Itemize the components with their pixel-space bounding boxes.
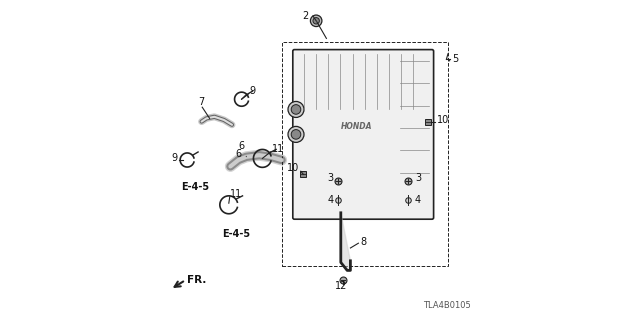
Text: 6: 6 [239,141,246,157]
Text: 4: 4 [415,195,421,205]
Text: 9: 9 [249,86,255,96]
FancyBboxPatch shape [292,50,434,219]
Text: 7: 7 [198,97,205,108]
Text: 6: 6 [236,148,241,159]
Text: 10: 10 [437,115,449,125]
Bar [282,42,448,266]
Circle shape [313,18,319,24]
Circle shape [288,101,304,117]
Circle shape [291,105,301,114]
Text: 4: 4 [327,195,333,205]
Text: FR.: FR. [187,275,207,285]
Circle shape [310,15,322,27]
Text: 3: 3 [327,172,333,183]
Text: E-4-5: E-4-5 [181,182,209,192]
Text: TLA4B0105: TLA4B0105 [422,301,470,310]
Text: 2: 2 [302,11,308,21]
Text: E-4-5: E-4-5 [223,228,250,239]
Text: 3: 3 [415,172,421,183]
Text: 9: 9 [172,153,178,164]
Text: 12: 12 [335,281,347,292]
Polygon shape [340,213,351,270]
Text: 8: 8 [360,236,366,247]
Circle shape [291,130,301,139]
Text: 10: 10 [287,163,300,173]
Text: 11: 11 [230,188,243,199]
Circle shape [288,126,304,142]
Text: 5: 5 [452,54,458,64]
Text: 11: 11 [272,144,284,154]
Text: HONDA: HONDA [340,122,372,131]
